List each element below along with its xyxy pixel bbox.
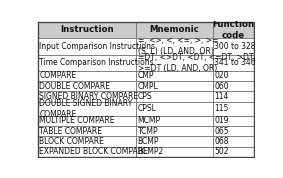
Bar xyxy=(136,136,213,147)
Text: =DT, <>DT, <DT, <=DT, >DT,
>=DT (LD, AND, OR): =DT, <>DT, <DT, <=DT, >DT, >=DT (LD, AND… xyxy=(138,53,256,73)
Text: Mnemonic: Mnemonic xyxy=(149,25,199,35)
Bar xyxy=(213,55,254,71)
Bar xyxy=(213,102,254,116)
Bar xyxy=(136,81,213,91)
Text: 114: 114 xyxy=(214,92,229,101)
Bar xyxy=(38,22,136,38)
Bar xyxy=(213,116,254,126)
Bar xyxy=(136,22,213,38)
Bar xyxy=(213,136,254,147)
Bar xyxy=(213,71,254,81)
Text: BCMP2: BCMP2 xyxy=(138,147,164,156)
Text: CPS: CPS xyxy=(138,92,152,101)
Text: CPSL: CPSL xyxy=(138,104,156,113)
Bar xyxy=(136,147,213,157)
Bar xyxy=(136,126,213,136)
Bar xyxy=(213,91,254,102)
Bar xyxy=(136,91,213,102)
Bar xyxy=(38,38,136,55)
Text: 060: 060 xyxy=(214,82,229,91)
Text: 020: 020 xyxy=(214,71,229,80)
Bar xyxy=(136,116,213,126)
Bar xyxy=(38,126,136,136)
Bar xyxy=(38,116,136,126)
Text: DOUBLE COMPARE: DOUBLE COMPARE xyxy=(39,82,110,91)
Text: 300 to 328: 300 to 328 xyxy=(214,42,256,51)
Text: MCMP: MCMP xyxy=(138,116,161,125)
Text: TABLE COMPARE: TABLE COMPARE xyxy=(39,127,102,136)
Text: BCMP: BCMP xyxy=(138,137,159,146)
Bar xyxy=(38,81,136,91)
Bar xyxy=(213,38,254,55)
Text: COMPARE: COMPARE xyxy=(39,71,77,80)
Text: DOUBLE SIGNED BINARY
COMPARE: DOUBLE SIGNED BINARY COMPARE xyxy=(39,99,132,119)
Bar xyxy=(136,55,213,71)
Bar xyxy=(136,38,213,55)
Bar xyxy=(213,81,254,91)
Text: 019: 019 xyxy=(214,116,229,125)
Bar xyxy=(213,126,254,136)
Bar xyxy=(213,147,254,157)
Text: 065: 065 xyxy=(214,127,229,136)
Text: CMPL: CMPL xyxy=(138,82,158,91)
Bar xyxy=(38,147,136,157)
Text: SIGNED BINARY COMPARE: SIGNED BINARY COMPARE xyxy=(39,92,138,101)
Text: EXPANDED BLOCK COMPARE: EXPANDED BLOCK COMPARE xyxy=(39,147,148,156)
Text: CMP: CMP xyxy=(138,71,154,80)
Bar xyxy=(136,71,213,81)
Text: 341 to 346: 341 to 346 xyxy=(214,58,256,67)
Text: 115: 115 xyxy=(214,104,229,113)
Text: BLOCK COMPARE: BLOCK COMPARE xyxy=(39,137,104,146)
Bar xyxy=(38,136,136,147)
Text: Function
code: Function code xyxy=(212,20,254,40)
Text: Time Comparison Instructions: Time Comparison Instructions xyxy=(39,58,154,67)
Text: TCMP: TCMP xyxy=(138,127,158,136)
Text: MULTIPLE COMPARE: MULTIPLE COMPARE xyxy=(39,116,115,125)
Bar xyxy=(213,22,254,38)
Bar xyxy=(38,71,136,81)
Text: =, <>, <, <=, >, >=
(S, L) (LD, AND, OR): =, <>, <, <=, >, >= (S, L) (LD, AND, OR) xyxy=(138,36,218,56)
Bar xyxy=(38,91,136,102)
Bar xyxy=(38,102,136,116)
Text: 068: 068 xyxy=(214,137,229,146)
Text: Input Comparison Instructions: Input Comparison Instructions xyxy=(39,42,155,51)
Bar xyxy=(38,55,136,71)
Text: Instruction: Instruction xyxy=(60,25,113,35)
Text: 502: 502 xyxy=(214,147,229,156)
Bar xyxy=(136,102,213,116)
